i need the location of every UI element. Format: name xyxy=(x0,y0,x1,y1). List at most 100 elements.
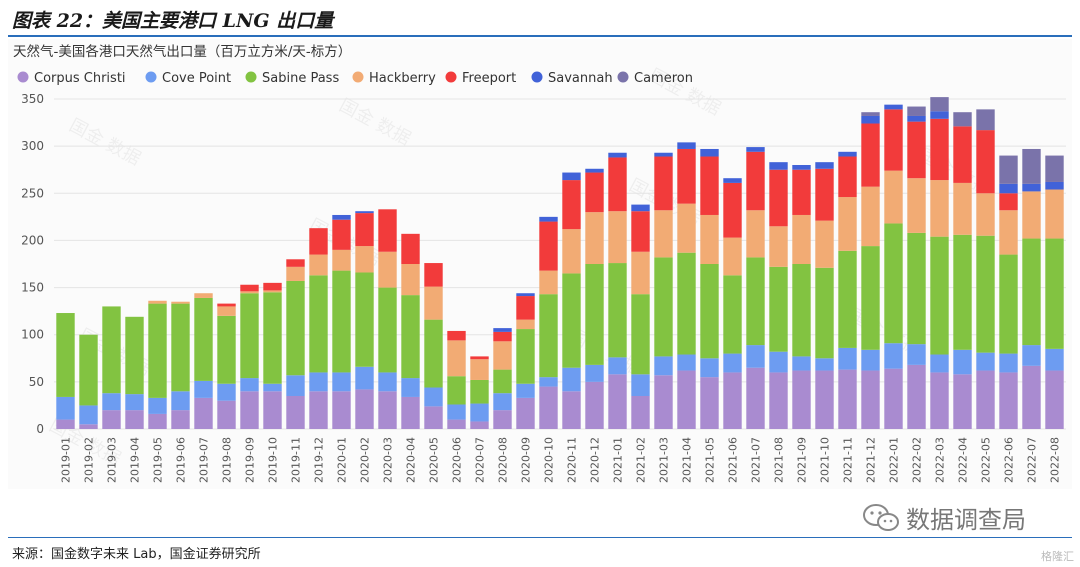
bar-segment xyxy=(516,319,535,330)
x-tick-label: 2022-02 xyxy=(911,437,924,483)
bar-segment xyxy=(907,115,926,122)
watermark-text: 国金 数据 xyxy=(66,115,144,170)
brand-mark: 数据调查局 xyxy=(862,500,1026,535)
x-tick-label: 2020-10 xyxy=(543,437,556,483)
bar-segment xyxy=(953,234,972,350)
bar-segment xyxy=(401,233,420,264)
bars xyxy=(56,97,1064,429)
bar-segment xyxy=(999,254,1018,354)
bar-segment xyxy=(309,254,328,276)
bar-segment xyxy=(539,270,558,295)
bar-segment xyxy=(769,351,788,373)
bar-segment xyxy=(493,369,512,394)
bar-segment xyxy=(884,223,903,344)
x-tick-label: 2019-03 xyxy=(106,437,119,483)
bar-segment xyxy=(355,213,374,247)
bar-segment xyxy=(286,375,305,396)
bar-segment xyxy=(562,391,581,429)
bar-segment xyxy=(723,275,742,354)
bar-segment xyxy=(355,366,374,390)
y-tick-label: 0 xyxy=(36,422,44,436)
y-tick-label: 200 xyxy=(21,233,44,247)
bar-segment xyxy=(125,316,144,395)
bar-segment xyxy=(125,394,144,411)
x-tick-label: 2020-01 xyxy=(336,437,349,483)
bar-segment xyxy=(976,130,995,194)
bar-segment xyxy=(654,356,673,376)
bar-segment xyxy=(585,364,604,382)
bar-segment xyxy=(654,375,673,429)
bar-segment xyxy=(263,391,282,429)
bar-segment xyxy=(470,356,489,360)
bar-segment xyxy=(608,263,627,358)
bar-segment xyxy=(286,259,305,267)
bar-segment xyxy=(171,391,190,411)
bar-segment xyxy=(148,303,167,398)
bar-segment xyxy=(976,352,995,371)
bar-segment xyxy=(999,372,1018,429)
bar-segment xyxy=(424,263,443,287)
bar-segment xyxy=(723,353,742,373)
bar-segment xyxy=(815,370,834,429)
bar-segment xyxy=(976,235,995,353)
bar-segment xyxy=(102,393,121,411)
x-tick-label: 2021-10 xyxy=(819,437,832,483)
bar-segment xyxy=(332,249,351,271)
bar-segment xyxy=(654,156,673,211)
bar-segment xyxy=(815,168,834,221)
bar-segment xyxy=(378,372,397,392)
bar-segment xyxy=(930,372,949,429)
bar-segment xyxy=(355,211,374,214)
bar-segment xyxy=(332,219,351,250)
y-axis: 0 50 100 150 200 250 300 350 xyxy=(21,92,44,436)
x-tick-label: 2021-09 xyxy=(796,437,809,483)
bar-segment xyxy=(700,264,719,359)
bar-segment xyxy=(976,109,995,131)
bar-segment xyxy=(861,349,880,371)
bar-segment xyxy=(700,377,719,429)
bar-segment xyxy=(792,214,811,264)
bar-segment xyxy=(999,155,1018,184)
x-tick-label: 2019-10 xyxy=(267,437,280,483)
bar-segment xyxy=(700,214,719,264)
x-tick-label: 2020-07 xyxy=(474,437,487,483)
legend-swatch xyxy=(352,71,364,83)
bar-segment xyxy=(1045,370,1064,429)
x-tick-label: 2020-06 xyxy=(451,437,464,483)
bar-segment xyxy=(608,357,627,375)
bar-segment xyxy=(286,266,305,281)
bar-segment xyxy=(1022,365,1041,429)
bar-segment xyxy=(493,410,512,429)
bar-segment xyxy=(677,354,696,371)
bar-segment xyxy=(746,345,765,368)
x-tick-label: 2020-05 xyxy=(428,437,441,483)
bar-segment xyxy=(631,374,650,396)
bar-segment xyxy=(194,297,213,381)
bar-segment xyxy=(907,121,926,179)
bar-segment xyxy=(56,396,75,420)
bar-segment xyxy=(309,391,328,429)
header: 图表 22：美国主要港口 LNG 出口量 xyxy=(0,0,1080,37)
bar-segment xyxy=(631,251,650,295)
bar-segment xyxy=(539,294,558,378)
bar-segment xyxy=(447,340,466,377)
x-tick-label: 2022-03 xyxy=(934,437,947,483)
y-tick-label: 300 xyxy=(21,139,44,153)
legend-swatch xyxy=(145,71,157,83)
x-tick-label: 2020-09 xyxy=(520,437,533,483)
bar-segment xyxy=(608,374,627,429)
legend-label: Savannah xyxy=(548,71,613,86)
bar-segment xyxy=(378,391,397,429)
x-tick-label: 2019-11 xyxy=(290,437,303,483)
x-tick-label: 2020-11 xyxy=(566,437,579,483)
x-tick-label: 2019-05 xyxy=(152,437,165,483)
x-tick-label: 2021-08 xyxy=(773,437,786,483)
bar-segment xyxy=(585,172,604,213)
legend-label: Cove Point xyxy=(162,71,231,86)
bar-segment xyxy=(470,379,489,404)
bar-segment xyxy=(953,374,972,429)
bar-segment xyxy=(930,236,949,355)
bar-segment xyxy=(907,344,926,365)
